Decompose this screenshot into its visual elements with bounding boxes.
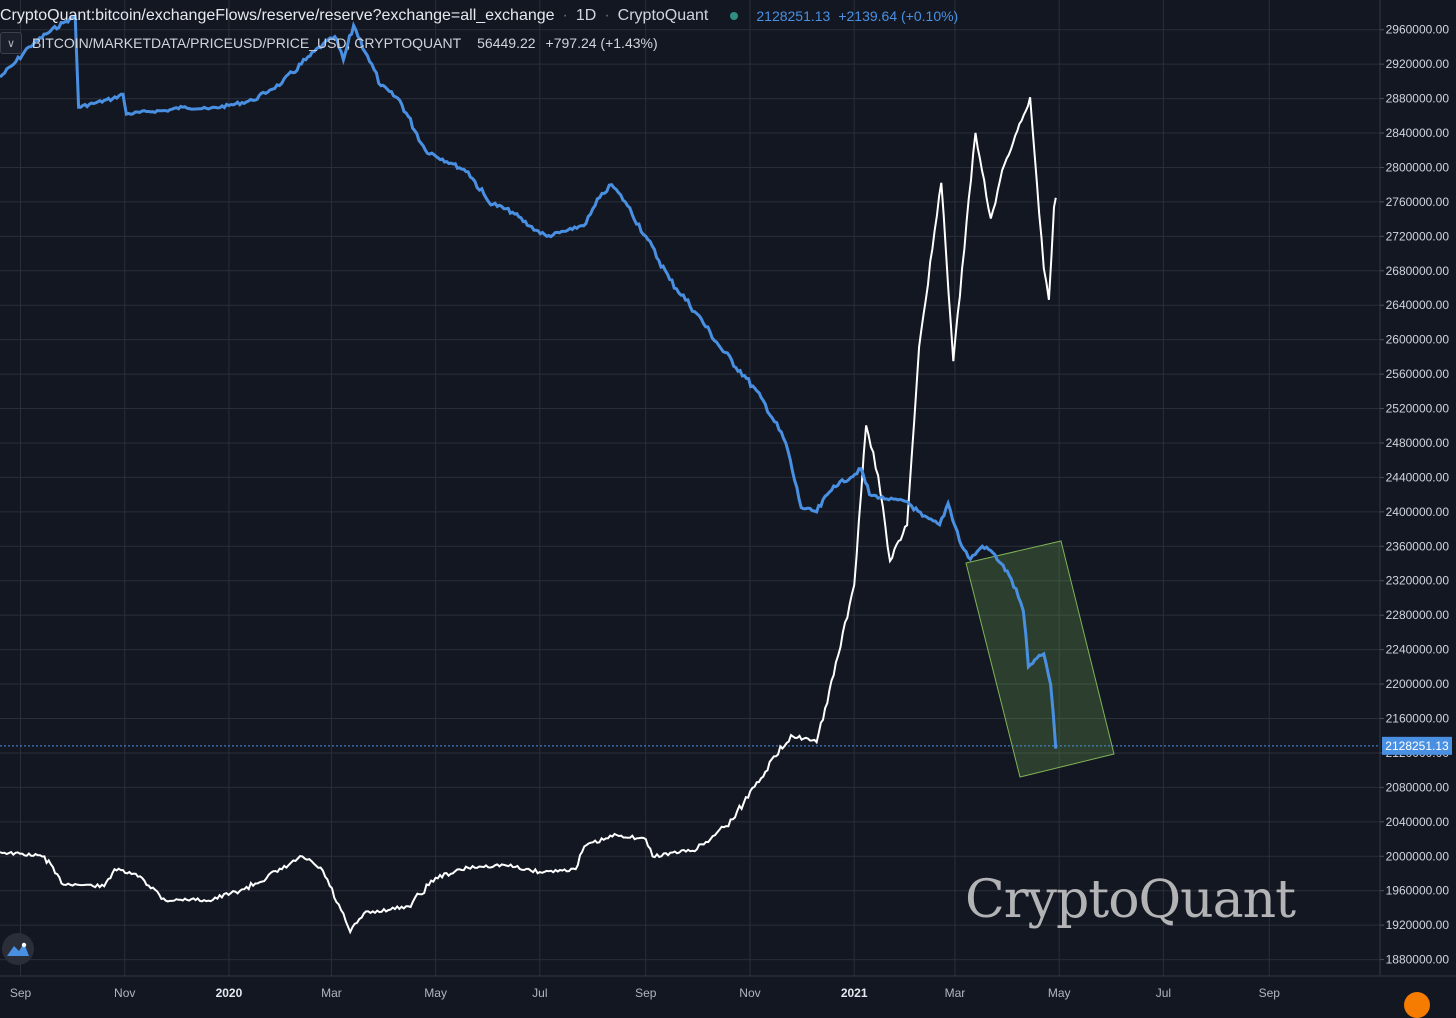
last-value-label: 2128251.13 — [1382, 736, 1452, 755]
last-value-text: 2128251.13 — [1385, 739, 1449, 753]
header-change: +2139.64 (+0.10%) — [838, 8, 959, 24]
y-tick-label: 1880000.00 — [1386, 953, 1450, 967]
last-value-box — [1382, 736, 1452, 755]
y-tick-label: 2320000.00 — [1386, 574, 1450, 588]
time-axis: Sep Nov 2020 Mar May Jul Sep Nov 2021 Mar May Jul Se… — [10, 986, 1280, 1000]
series-line-reserve — [0, 14, 1058, 749]
y-tick-label: 2800000.00 — [1386, 160, 1450, 174]
y-tick-label: 2280000.00 — [1386, 608, 1450, 622]
x-tick-label: Sep — [1259, 986, 1281, 1000]
source-label: CryptoQuant — [617, 7, 709, 24]
y-tick-label: 2000000.00 — [1386, 849, 1450, 863]
y-tick-label: 2040000.00 — [1386, 815, 1450, 829]
y-tick-label: 2440000.00 — [1386, 470, 1450, 484]
tradingview-logo-icon[interactable] — [2, 933, 34, 965]
separator-dot: · — [562, 7, 568, 24]
x-tick-label: 2021 — [841, 986, 868, 1000]
y-tick-label: 2720000.00 — [1386, 229, 1450, 243]
x-tick-label: Jul — [532, 986, 547, 1000]
overlay-value: 56449.22 — [477, 35, 536, 51]
interval-label[interactable]: 1D — [575, 7, 597, 24]
chevron-down-icon[interactable]: ∨ — [0, 32, 22, 54]
header-value: 2128251.13 — [756, 8, 831, 24]
symbol-title[interactable]: CryptoQuant:bitcoin/exchangeFlows/reserv… — [0, 7, 555, 24]
y-tick-label: 2360000.00 — [1386, 539, 1450, 553]
grid — [0, 0, 1380, 976]
x-tick-label: 2020 — [216, 986, 243, 1000]
x-tick-label: Nov — [739, 986, 760, 1000]
y-tick-label: 2480000.00 — [1386, 436, 1450, 450]
y-tick-label: 2160000.00 — [1386, 712, 1450, 726]
x-tick-label: May — [424, 986, 447, 1000]
y-tick-label: 2760000.00 — [1386, 195, 1450, 209]
x-tick-label: Jul — [1156, 986, 1171, 1000]
overlay-symbol[interactable]: BITCOIN/MARKETDATA/PRICEUSD/PRICE_USD, C… — [32, 35, 462, 51]
y-tick-label: 2400000.00 — [1386, 505, 1450, 519]
y-tick-label: 1920000.00 — [1386, 918, 1450, 932]
x-tick-label: Sep — [635, 986, 657, 1000]
y-tick-label: 2640000.00 — [1386, 298, 1450, 312]
watermark-logo: CryptoQuant — [965, 870, 1296, 930]
y-tick-label: 2920000.00 — [1386, 57, 1450, 71]
y-tick-label: 2200000.00 — [1386, 677, 1450, 691]
overlay-change: +797.24 (+1.43%) — [545, 35, 658, 51]
y-tick-label: 2960000.00 — [1386, 23, 1450, 37]
price-axis: 2960000.00 2920000.00 2880000.00 2840000.00… — [1380, 23, 1449, 967]
y-tick-label: 1960000.00 — [1386, 884, 1450, 898]
overlay-series-header: ∨ BITCOIN/MARKETDATA/PRICEUSD/PRICE_USD,… — [0, 32, 658, 54]
x-tick-label: Mar — [945, 986, 966, 1000]
x-tick-label: May — [1048, 986, 1071, 1000]
y-tick-label: 2840000.00 — [1386, 126, 1450, 140]
y-tick-label: 2240000.00 — [1386, 643, 1450, 657]
y-tick-label: 2560000.00 — [1386, 367, 1450, 381]
y-tick-label: 2520000.00 — [1386, 402, 1450, 416]
separator-dot: · — [604, 7, 610, 24]
y-tick-label: 2600000.00 — [1386, 333, 1450, 347]
x-tick-label: Nov — [114, 986, 135, 1000]
market-status-icon — [730, 12, 739, 20]
series-line-price — [0, 96, 1057, 935]
y-tick-label: 2880000.00 — [1386, 92, 1450, 106]
y-tick-label: 2680000.00 — [1386, 264, 1450, 278]
settings-icon[interactable] — [1404, 992, 1430, 1018]
highlight-box — [965, 540, 1115, 778]
y-tick-label: 2080000.00 — [1386, 780, 1450, 794]
x-tick-label: Sep — [10, 986, 32, 1000]
x-tick-label: Mar — [321, 986, 342, 1000]
main-series-header: CryptoQuant:bitcoin/exchangeFlows/reserv… — [0, 4, 958, 28]
